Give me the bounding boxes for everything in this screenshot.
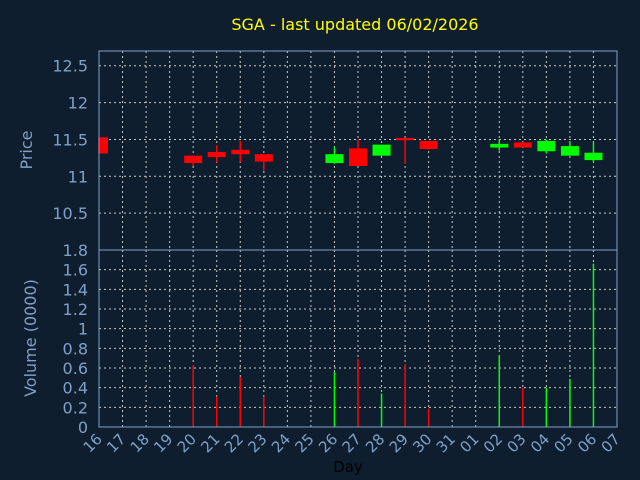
- x-tick-label: 25: [292, 430, 318, 456]
- x-tick-label: 23: [244, 430, 270, 456]
- x-tick-label: 29: [386, 430, 412, 456]
- volume-tick-label: 1.2: [63, 300, 88, 319]
- candle-body: [325, 154, 344, 164]
- candle-body: [99, 137, 108, 154]
- price-tick-label: 11.5: [52, 130, 88, 149]
- volume-tick-label: 0.4: [63, 379, 88, 398]
- x-tick-label: 24: [268, 430, 294, 456]
- candle-body: [490, 143, 509, 148]
- volume-tick-label: 0.6: [63, 359, 88, 378]
- chart-title: SGA - last updated 06/02/2026: [231, 15, 478, 34]
- x-tick-label: 20: [174, 430, 200, 456]
- candle-body: [207, 151, 226, 158]
- x-tick-label: 17: [103, 430, 129, 456]
- volume-tick-label: 1.6: [63, 261, 88, 280]
- price-axis-label: Price: [17, 130, 36, 169]
- candle-body: [419, 140, 438, 150]
- x-tick-label: 30: [409, 430, 435, 456]
- x-tick-label: 18: [127, 430, 153, 456]
- x-tick-label: 19: [150, 430, 176, 456]
- x-tick-label: 27: [339, 430, 365, 456]
- candle-body: [396, 137, 415, 141]
- volume-tick-label: 0.8: [63, 339, 88, 358]
- x-tick-label: 04: [527, 430, 553, 456]
- x-tick-label: 07: [598, 430, 624, 456]
- price-tick-label: 10.5: [52, 204, 88, 223]
- volume-panel-frame: [98, 249, 618, 428]
- x-tick-label: 03: [503, 430, 529, 456]
- candle-body: [513, 142, 532, 148]
- candle-body: [254, 154, 273, 162]
- candle-body: [584, 152, 603, 161]
- volume-tick-label: 1.8: [63, 241, 88, 260]
- volume-tick-label: 1.4: [63, 280, 88, 299]
- x-tick-label: 01: [456, 430, 482, 456]
- x-tick-label: 21: [197, 430, 223, 456]
- x-tick-label: 28: [362, 430, 388, 456]
- volume-tick-label: 1: [78, 320, 88, 339]
- price-tick-label: 12.5: [52, 57, 88, 76]
- x-tick-label: 26: [315, 430, 341, 456]
- candle-body: [560, 146, 579, 156]
- x-tick-label: 02: [480, 430, 506, 456]
- candle-body: [372, 144, 391, 156]
- candle-body: [231, 149, 250, 155]
- x-axis-label: Day: [333, 458, 363, 476]
- candle-body: [184, 155, 203, 164]
- x-tick-label: 05: [551, 430, 577, 456]
- volume-axis-label: Volume (0000): [21, 279, 40, 397]
- x-tick-label: 22: [221, 430, 247, 456]
- volume-tick-label: 0: [78, 418, 88, 437]
- candle-body: [537, 140, 556, 152]
- price-tick-label: 11: [68, 167, 88, 186]
- candle-body: [349, 148, 367, 166]
- x-tick-label: 31: [433, 430, 459, 456]
- volume-tick-label: 0.2: [63, 398, 88, 417]
- x-tick-label: 06: [574, 430, 600, 456]
- price-tick-label: 12: [68, 94, 88, 113]
